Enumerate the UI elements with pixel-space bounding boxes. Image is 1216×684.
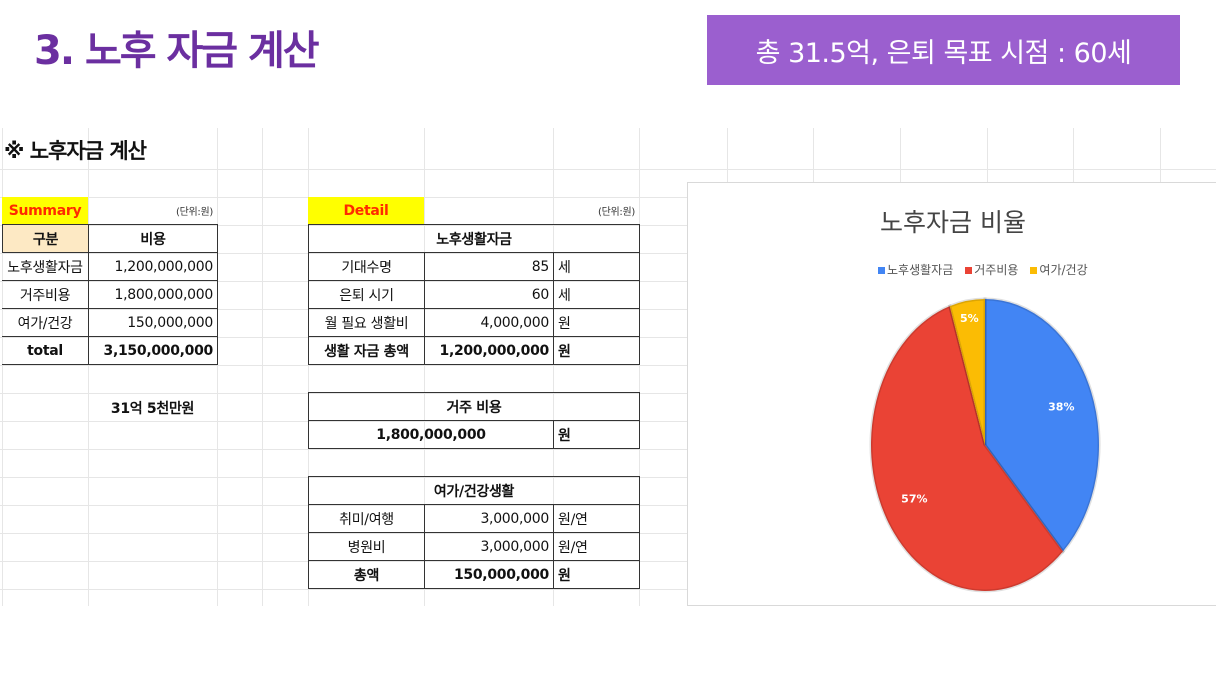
detail-row-value: 60 (424, 280, 554, 309)
grid-row-line (0, 449, 1216, 450)
pie-chart[interactable]: 노후자금 비율 노후생활자금 거주비용 여가/건강 38% 57% 5% (687, 182, 1216, 606)
grid-col-line (639, 128, 640, 606)
grid-row-line (0, 225, 1216, 226)
detail-row-unit: 원/연 (553, 504, 640, 533)
summary-row-label: 노후생활자금 (2, 252, 89, 281)
pie-data-label: 5% (960, 312, 979, 325)
grid-row-line (0, 533, 1216, 534)
pie-slice-1[interactable] (869, 304, 1065, 593)
detail-row-unit: 세 (553, 252, 640, 281)
grid-row-line (0, 197, 1216, 198)
grid-row-line (0, 477, 1216, 478)
grid-col-line (217, 128, 218, 606)
summary-row-value: 3,150,000,000 (88, 336, 218, 365)
grid-col-line (553, 128, 554, 606)
housing-value: 1,800,000,000 (308, 420, 554, 449)
detail-row-unit: 원 (553, 308, 640, 337)
summary-row-value: 1,800,000,000 (88, 280, 218, 309)
grid-row-line (0, 253, 1216, 254)
detail-row-label: 취미/여행 (308, 504, 425, 533)
housing-unit: 원 (553, 420, 640, 449)
detail-row-unit: 세 (553, 280, 640, 309)
unit-label: (단위:원) (176, 207, 213, 218)
legend-swatch-icon (878, 267, 885, 274)
legend-swatch-icon (965, 267, 973, 274)
detail-row-label: 기대수명 (308, 252, 425, 281)
detail-row-unit: 원 (553, 560, 640, 589)
korean-total: 31억 5천만원 (110, 401, 195, 417)
legend-label: 거주비용 (974, 263, 1019, 277)
detail-row-label: 병원비 (308, 532, 425, 561)
legend-label: 여가/건강 (1039, 263, 1088, 277)
summary-row-label: 거주비용 (2, 280, 89, 309)
detail-row-value: 4,000,000 (424, 308, 554, 337)
grid-row-line (0, 561, 1216, 562)
legend-label: 노후생활자금 (887, 263, 954, 277)
pie-data-label: 57% (901, 493, 927, 506)
grid-row-line (0, 281, 1216, 282)
detail-row-unit: 원 (553, 336, 640, 365)
detail-row-unit: 원/연 (553, 532, 640, 561)
summary-header-cost: 비용 (88, 224, 218, 253)
grid-row-line (0, 505, 1216, 506)
unit-label: (단위:원) (598, 207, 635, 218)
summary-row-label: total (2, 336, 89, 365)
legend-item[interactable]: 거주비용 (965, 261, 1018, 278)
grid-row-line (0, 393, 1216, 394)
legend-swatch-icon (1030, 267, 1038, 274)
summary-badge: 총 31.5억, 은퇴 목표 시점 : 60세 (707, 15, 1180, 85)
summary-header-category: 구분 (2, 224, 89, 253)
page-title: 3. 노후 자금 계산 (34, 28, 320, 74)
detail-row-value: 150,000,000 (424, 560, 554, 589)
grid-row-line (0, 309, 1216, 310)
summary-row-value: 150,000,000 (88, 308, 218, 337)
grid-col-line (2, 128, 3, 606)
detail-row-value: 1,200,000,000 (424, 336, 554, 365)
grid-col-line (424, 128, 425, 606)
grid-col-line (262, 128, 263, 606)
summary-row-label: 여가/건강 (2, 308, 89, 337)
detail-row-label: 생활 자금 총액 (308, 336, 425, 365)
housing-header: 거주 비용 (308, 392, 640, 421)
grid-row-line (0, 169, 1216, 170)
pie-slice-0[interactable] (983, 297, 1101, 554)
detail-row-label: 총액 (308, 560, 425, 589)
grid-row-line (0, 589, 1216, 590)
legend-item[interactable]: 여가/건강 (1030, 261, 1088, 278)
grid-row-line (0, 421, 1216, 422)
detail-row-label: 월 필요 생활비 (308, 308, 425, 337)
chart-title: 노후자금 비율 (880, 208, 1026, 237)
leisure-header: 여가/건강생활 (308, 476, 640, 505)
detail-row-value: 3,000,000 (424, 504, 554, 533)
summary-row-value: 1,200,000,000 (88, 252, 218, 281)
detail-row-value: 3,000,000 (424, 532, 554, 561)
chart-legend: 노후생활자금 거주비용 여가/건강 (878, 261, 1088, 278)
living-fund-header: 노후생활자금 (308, 224, 640, 253)
detail-label: Detail (308, 197, 424, 224)
sheet-title: ※ 노후자금 계산 (4, 139, 147, 163)
summary-label: Summary (2, 197, 88, 224)
detail-row-value: 85 (424, 252, 554, 281)
grid-row-line (0, 365, 1216, 366)
grid-row-line (0, 337, 1216, 338)
grid-col-line (88, 128, 89, 606)
detail-row-label: 은퇴 시기 (308, 280, 425, 309)
pie-svg: 38% 57% 5% (869, 297, 1101, 593)
pie-data-label: 38% (1048, 400, 1074, 413)
legend-item[interactable]: 노후생활자금 (878, 261, 953, 278)
grid-col-line (308, 128, 309, 606)
pie-slice-2[interactable] (947, 297, 987, 446)
